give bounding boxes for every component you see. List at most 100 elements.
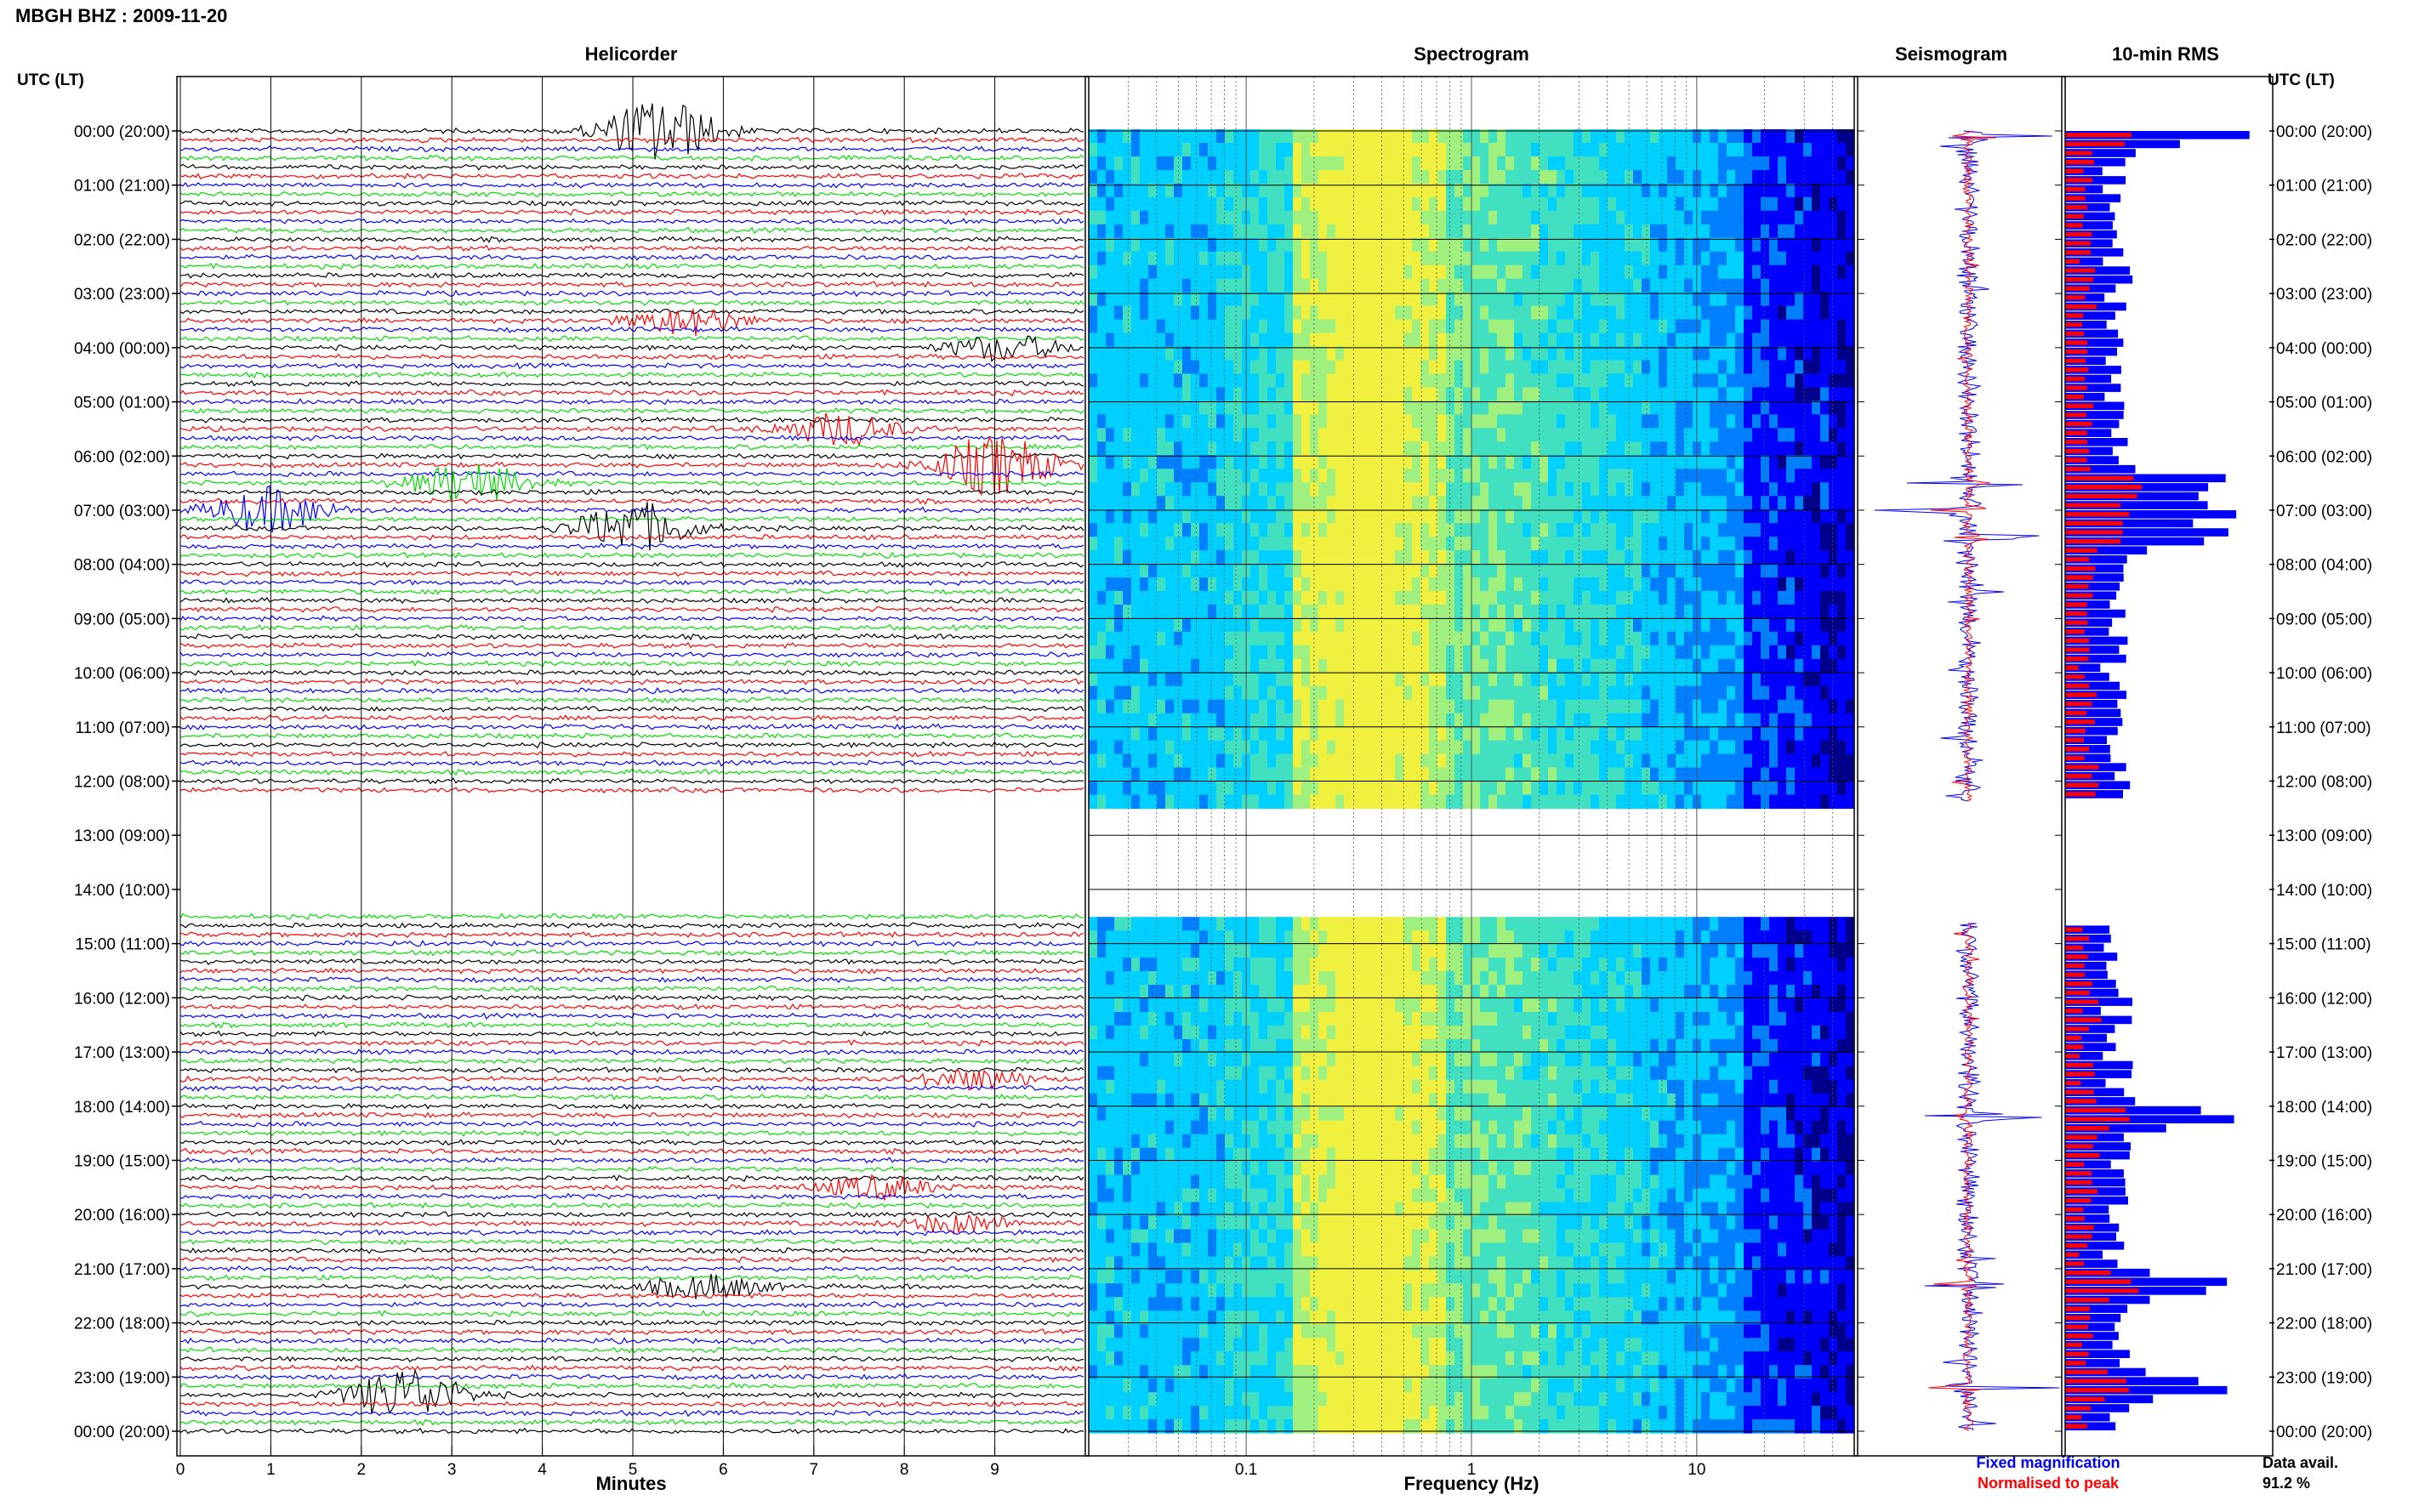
spectrogram-cell	[1225, 360, 1234, 375]
spectrogram-cell	[1471, 645, 1481, 660]
spectrogram-cell	[1650, 699, 1659, 714]
spectrogram-cell	[1386, 143, 1396, 157]
spectrogram-cell	[1599, 767, 1608, 782]
spectrogram-cell	[1267, 645, 1277, 660]
spectrogram-cell	[1420, 713, 1430, 728]
spectrogram-cell	[1463, 958, 1472, 972]
spectrogram-cell	[1140, 767, 1149, 782]
spectrogram-cell	[1259, 958, 1268, 972]
spectrogram-cell	[1327, 658, 1336, 674]
spectrogram-cell	[1089, 537, 1098, 551]
spectrogram-cell	[1089, 713, 1098, 728]
spectrogram-cell	[1310, 740, 1319, 755]
spectrogram-cell	[1097, 360, 1107, 375]
spectrogram-cell	[1625, 794, 1634, 810]
spectrogram-cell	[1174, 319, 1183, 334]
spectrogram-cell	[1395, 264, 1404, 280]
spectrogram-cell	[1659, 685, 1668, 701]
spectrogram-cell	[1616, 387, 1625, 401]
spectrogram-cell	[1140, 781, 1149, 796]
spectrogram-cell	[1225, 455, 1234, 469]
spectrogram-cell	[1225, 699, 1234, 714]
spectrogram-cell	[1225, 482, 1234, 497]
spectrogram-cell	[1803, 210, 1813, 225]
spectrogram-cell	[1820, 428, 1830, 442]
spectrogram-cell	[1505, 958, 1515, 972]
spectrogram-cell	[1250, 264, 1260, 280]
spectrogram-cell	[1310, 550, 1319, 565]
spectrogram-cell	[1369, 537, 1379, 551]
spectrogram-cell	[1514, 958, 1523, 972]
spectrogram-cell	[1106, 631, 1115, 646]
spectrogram-cell	[1582, 333, 1591, 348]
spectrogram-cell	[1454, 617, 1464, 633]
spectrogram-cell	[1650, 387, 1659, 401]
helicorder-trace	[179, 931, 1084, 939]
spectrogram-cell	[1267, 401, 1277, 415]
spectrogram-cell	[1369, 251, 1379, 266]
spectrogram-cell	[1548, 224, 1557, 239]
spectrogram-cell	[1208, 699, 1217, 714]
spectrogram-cell	[1574, 196, 1583, 212]
spectrogram-cell	[1701, 645, 1710, 660]
spectrogram-cell	[1727, 482, 1736, 497]
spectrogram-cell	[1216, 645, 1226, 660]
spectrogram-cell	[1846, 237, 1855, 253]
spectrogram-cell	[1582, 129, 1591, 144]
spectrogram-cell	[1557, 333, 1566, 348]
spectrogram-cell	[1565, 319, 1574, 334]
spectrogram-cell	[1769, 196, 1779, 212]
spectrogram-cell	[1608, 210, 1617, 225]
spectrogram-cell	[1829, 305, 1838, 321]
spectrogram-cell	[1335, 537, 1345, 551]
spectrogram-cell	[1633, 781, 1642, 796]
spectrogram-cell	[1301, 414, 1311, 429]
spectrogram-cell	[1633, 469, 1642, 483]
spectrogram-cell	[1301, 590, 1311, 605]
spectrogram-cell	[1327, 917, 1336, 931]
spectrogram-cell	[1642, 685, 1651, 701]
helicorder-trace	[179, 1021, 1084, 1029]
spectrogram-cell	[1599, 196, 1608, 212]
spectrogram-cell	[1599, 441, 1608, 456]
spectrogram-cell	[1744, 319, 1753, 334]
spectrogram-cell	[1650, 482, 1659, 497]
spectrogram-cell	[1548, 482, 1557, 497]
spectrogram-cell	[1157, 387, 1166, 401]
spectrogram-cell	[1344, 360, 1353, 375]
spectrogram-cell	[1574, 224, 1583, 239]
helicorder-trace	[179, 244, 1084, 252]
spectrogram-cell	[1301, 944, 1311, 958]
spectrogram-cell	[1378, 428, 1387, 442]
spectrogram-cell	[1514, 523, 1523, 537]
spectrogram-cell	[1140, 930, 1149, 945]
spectrogram-cell	[1174, 455, 1183, 469]
spectrogram-cell	[1574, 251, 1583, 266]
spectrogram-cell	[1582, 794, 1591, 810]
spectrogram-cell	[1378, 169, 1387, 185]
spectrogram-cell	[1284, 292, 1294, 307]
spectrogram-cell	[1727, 753, 1736, 769]
spectrogram-cell	[1208, 414, 1217, 429]
spectrogram-cell	[1684, 196, 1693, 212]
spectrogram-cell	[1582, 537, 1591, 551]
spectrogram-cell	[1846, 753, 1855, 769]
spectrogram-cell	[1344, 373, 1353, 388]
spectrogram-cell	[1471, 169, 1481, 185]
spectrogram-cell	[1386, 944, 1396, 958]
spectrogram-cell	[1803, 590, 1813, 605]
spectrogram-cell	[1250, 292, 1260, 307]
spectrogram-cell	[1106, 523, 1115, 537]
spectrogram-cell	[1378, 713, 1387, 728]
spectrogram-cell	[1216, 360, 1226, 375]
spectrogram-cell	[1097, 129, 1107, 144]
spectrogram-cell	[1514, 129, 1523, 144]
spectrogram-cell	[1276, 537, 1285, 551]
spectrogram-cell	[1106, 224, 1115, 239]
spectrogram-cell	[1846, 346, 1855, 361]
spectrogram-cell	[1191, 143, 1200, 157]
spectrogram-cell	[1386, 346, 1396, 361]
spectrogram-cell	[1369, 509, 1379, 524]
spectrogram-cell	[1582, 278, 1591, 293]
spectrogram-cell	[1599, 169, 1608, 185]
